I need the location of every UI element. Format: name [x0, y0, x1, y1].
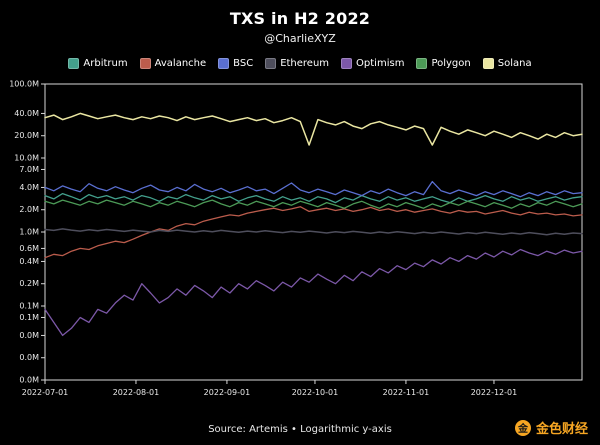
legend-label: Arbitrum: [83, 58, 128, 69]
y-tick-label: 10.0M: [14, 154, 39, 163]
legend-label: Solana: [497, 58, 532, 69]
optimism-swatch-icon: [341, 58, 353, 69]
y-tick-label: 40.0M: [14, 109, 39, 118]
y-tick-label: 0.2M: [19, 279, 39, 288]
legend-label: Optimism: [356, 58, 405, 69]
jinse-coin-icon: 金: [514, 419, 531, 436]
chart-subtitle: @CharlieXYZ: [264, 32, 336, 45]
legend-item-polygon[interactable]: Polygon: [416, 58, 471, 69]
y-tick-label: 2.0M: [19, 205, 39, 214]
y-tick-label: 1.0M: [19, 228, 39, 237]
y-tick-label: 0.0M: [19, 353, 39, 362]
y-tick-label: 0.1M: [19, 313, 39, 322]
avalanche-swatch-icon: [139, 58, 151, 69]
series-line-optimism: [44, 248, 583, 337]
series-line-bsc: [44, 180, 583, 198]
legend-item-ethereum[interactable]: Ethereum: [265, 58, 329, 69]
legend-label: BSC: [233, 58, 254, 69]
polygon-swatch-icon: [416, 58, 428, 69]
y-tick-label: 0.1M: [19, 302, 39, 311]
series-line-ethereum: [44, 228, 583, 236]
legend-item-optimism[interactable]: Optimism: [341, 58, 404, 69]
y-tick-label: 7.0M: [19, 165, 39, 174]
series-line-solana: [44, 112, 583, 146]
x-tick-label: 2022-08-01: [113, 388, 160, 397]
watermark: 金 金色财经: [514, 418, 588, 437]
bsc-swatch-icon: [218, 58, 230, 69]
x-tick-label: 2022-12-01: [471, 388, 518, 397]
y-tick-label: 0.6M: [19, 244, 39, 253]
legend-label: Polygon: [431, 58, 471, 69]
legend-label: Ethereum: [280, 58, 330, 69]
legend: Arbitrum Avalanche BSC Ethereum Optimism Poly…: [0, 58, 600, 69]
y-tick-label: 0.0M: [19, 331, 39, 340]
watermark-text: 金色财经: [535, 422, 588, 437]
legend-item-avalanche[interactable]: Avalanche: [139, 58, 207, 69]
ethereum-swatch-icon: [265, 58, 277, 69]
series-line-avalanche: [44, 206, 583, 259]
arbitrum-swatch-icon: [68, 58, 80, 69]
y-tick-label: 4.0M: [19, 183, 39, 192]
x-tick-label: 2022-11-01: [383, 388, 430, 397]
chart-title: TXS in H2 2022: [229, 9, 371, 28]
series-line-arbitrum: [44, 192, 583, 204]
legend-item-solana[interactable]: Solana: [482, 58, 532, 69]
x-tick-label: 2022-10-01: [292, 388, 339, 397]
legend-item-bsc[interactable]: BSC: [218, 58, 253, 69]
legend-item-arbitrum[interactable]: Arbitrum: [68, 58, 128, 69]
x-tick-label: 2022-07-01: [22, 388, 69, 397]
legend-label: Avalanche: [154, 58, 207, 69]
chart-canvas: 100.0M 40.0M 20.0M 10.0M 7.0M 4.0M 2.0M 1.0M 0.6…: [9, 80, 583, 397]
y-tick-label: 0.0M: [19, 376, 39, 385]
solana-swatch-icon: [482, 58, 494, 69]
y-tick-label: 20.0M: [14, 131, 39, 140]
y-tick-label: 0.4M: [19, 257, 39, 266]
series-line-polygon: [44, 199, 583, 209]
source-note: Source: Artemis • Logarithmic y-axis: [208, 424, 392, 435]
x-tick-label: 2022-09-01: [204, 388, 251, 397]
y-tick-label: 100.0M: [9, 80, 39, 89]
